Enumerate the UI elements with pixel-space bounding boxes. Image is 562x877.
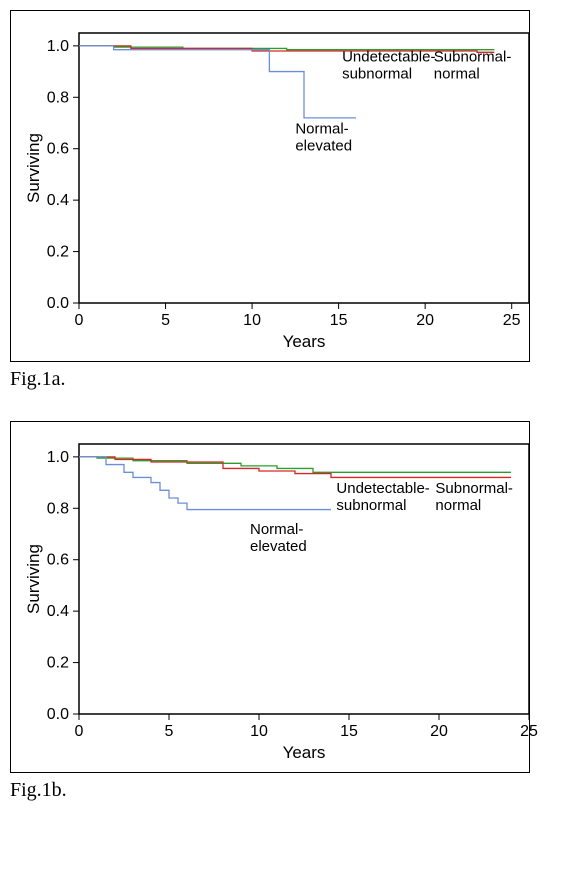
survival-chart: 0.0 0.2 0.4 0.6 0.8 1.0 0 5 10 15 20 25 Years Survivi… (23, 434, 543, 764)
x-tick-label: 0 (75, 312, 84, 329)
x-tick-label: 10 (250, 723, 268, 740)
y-tick-label: 0.2 (47, 655, 69, 672)
y-tick-label: 0.8 (47, 89, 69, 106)
figure-caption: Fig.1b. (10, 779, 552, 802)
x-tick-label: 5 (161, 312, 170, 329)
series-annotation: elevated (250, 538, 307, 555)
x-tick-label: 25 (503, 312, 521, 329)
series-annotation: normal (434, 65, 480, 82)
y-tick-label: 0.6 (47, 141, 69, 158)
x-tick-label: 15 (340, 723, 358, 740)
series-annotation: subnormal (342, 65, 412, 82)
x-axis-label: Years (283, 332, 326, 351)
figure-caption: Fig.1a. (10, 368, 552, 391)
series-annotation: Normal- (250, 521, 303, 538)
figure-block: 0.0 0.2 0.4 0.6 0.8 1.0 0 5 10 15 20 25 Years Survivi… (10, 10, 552, 391)
series-annotation: Undetectable- (336, 480, 429, 497)
y-tick-label: 0.8 (47, 500, 69, 517)
series-annotation: subnormal (336, 497, 406, 514)
x-axis-label: Years (283, 743, 326, 762)
x-tick-label: 25 (520, 723, 538, 740)
y-axis-label: Surviving (24, 544, 43, 614)
x-tick-label: 20 (430, 723, 448, 740)
x-tick-label: 5 (165, 723, 174, 740)
x-tick-label: 15 (330, 312, 348, 329)
series-annotation: Normal- (295, 120, 348, 137)
chart-outer-frame: 0.0 0.2 0.4 0.6 0.8 1.0 0 5 10 15 20 25 Years Survivi… (10, 10, 530, 362)
chart-outer-frame: 0.00.20.40.60.81.00510152025YearsSurvivi… (10, 421, 530, 773)
y-tick-label: 0.4 (47, 192, 69, 209)
series-annotation: Undetectable- (342, 48, 435, 65)
series-annotation: Subnormal- (434, 48, 512, 65)
x-tick-label: 0 (75, 723, 84, 740)
x-tick-label: 20 (416, 312, 434, 329)
y-tick-label: 0.0 (47, 706, 69, 723)
y-tick-label: 0.4 (47, 603, 69, 620)
survival-chart: 0.0 0.2 0.4 0.6 0.8 1.0 0 5 10 15 20 25 Years Survivi… (23, 23, 543, 353)
y-tick-label: 1.0 (47, 449, 69, 466)
x-tick-label: 10 (243, 312, 261, 329)
series-annotation: normal (435, 497, 481, 514)
y-tick-label: 0.0 (47, 295, 69, 312)
series-annotation: Subnormal- (435, 480, 513, 497)
figure-block: 0.0 0.2 0.4 0.6 0.8 1.0 0 5 10 15 20 25 Years Survivi… (10, 421, 552, 802)
series-annotation: elevated (295, 137, 352, 154)
y-tick-label: 1.0 (47, 38, 69, 55)
y-tick-label: 0.2 (47, 244, 69, 261)
y-tick-label: 0.6 (47, 552, 69, 569)
y-axis-label: Surviving (24, 133, 43, 203)
